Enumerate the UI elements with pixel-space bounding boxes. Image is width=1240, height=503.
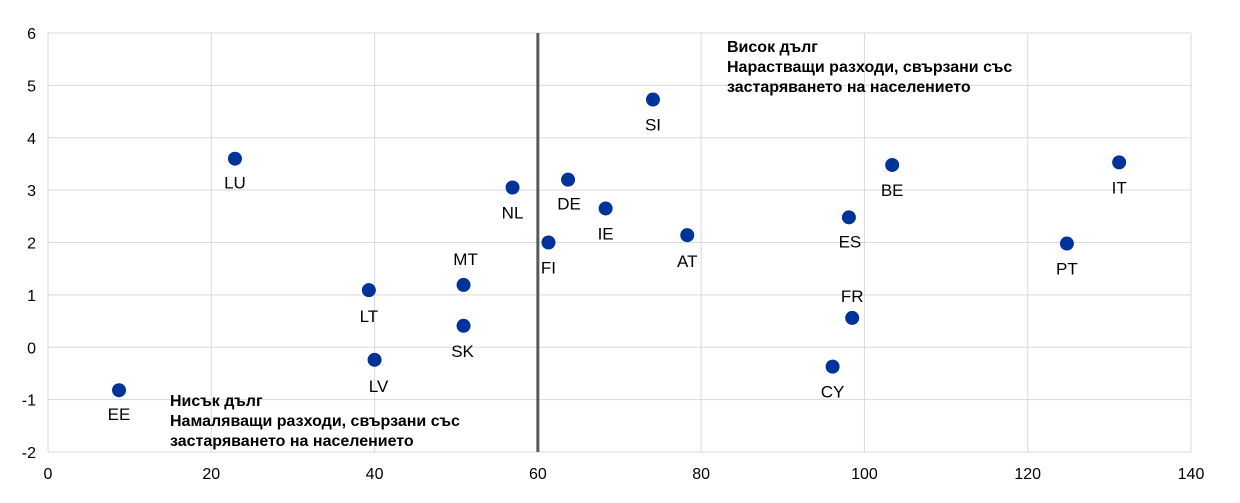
data-point-lv — [367, 352, 382, 367]
data-point-at — [680, 228, 695, 243]
point-label-sk: SK — [451, 342, 474, 361]
point-label-lu: LU — [224, 174, 246, 193]
point-label-lt: LT — [360, 307, 379, 326]
y-tick-label: 0 — [27, 340, 36, 357]
x-tick-label: 60 — [529, 466, 547, 483]
point-label-si: SI — [645, 116, 661, 135]
point-label-cy: CY — [821, 383, 845, 402]
annotation-low-line1: Намаляващи разходи, свързани със — [170, 413, 460, 430]
data-point-cy — [825, 359, 840, 374]
y-tick-label: 6 — [27, 26, 36, 43]
x-tick-label: 100 — [851, 466, 878, 483]
x-tick-label: 140 — [1178, 466, 1205, 483]
annotation-high-line1: Нарастващи разходи, свързани със — [727, 59, 1012, 76]
data-point-fr — [845, 310, 860, 325]
point-label-mt: MT — [453, 250, 478, 269]
x-tick-label: 40 — [366, 466, 384, 483]
y-tick-label: 3 — [27, 183, 36, 200]
point-label-at: AT — [677, 252, 697, 271]
point-label-it: IT — [1112, 178, 1127, 197]
data-point-pt — [1059, 236, 1074, 251]
annotation-high-title: Висок дълг — [727, 39, 818, 56]
point-label-ie: IE — [598, 224, 614, 243]
y-tick-label: 5 — [27, 78, 36, 95]
data-points — [112, 92, 1127, 398]
data-point-mt — [456, 277, 471, 292]
data-point-es — [841, 210, 856, 225]
point-label-ee: EE — [108, 405, 131, 424]
data-point-ee — [112, 383, 127, 398]
point-label-pt: PT — [1056, 260, 1078, 279]
y-tick-label: -2 — [22, 445, 36, 462]
x-axis-ticks: 0 20 40 60 80 100 120 140 — [44, 466, 1205, 483]
data-point-fi — [541, 235, 556, 250]
y-axis-ticks: -2 -1 0 1 2 3 4 5 6 — [22, 26, 36, 462]
x-tick-label: 0 — [44, 466, 53, 483]
x-tick-label: 120 — [1014, 466, 1041, 483]
data-point-si — [645, 92, 660, 107]
point-label-fr: FR — [841, 287, 864, 306]
point-label-lv: LV — [369, 377, 389, 396]
y-tick-label: 4 — [27, 131, 36, 148]
data-point-nl — [505, 180, 520, 195]
point-label-fi: FI — [541, 259, 556, 278]
data-point-sk — [456, 318, 471, 333]
annotation-high-line2: застаряването на населението — [727, 79, 971, 96]
y-tick-label: 2 — [27, 236, 36, 253]
data-point-lt — [361, 283, 376, 298]
grid-lines — [47, 32, 1192, 453]
data-point-it — [1112, 155, 1127, 170]
annotation-low-line2: застаряването на населението — [170, 433, 414, 450]
point-label-nl: NL — [502, 204, 524, 223]
x-tick-label: 20 — [202, 466, 220, 483]
point-labels: EE LU LT LV MT SK NL FI DE IE SI AT CY ES FR BE PT IT — [108, 116, 1127, 425]
point-label-de: DE — [557, 195, 581, 214]
data-point-ie — [598, 201, 613, 216]
point-label-es: ES — [839, 232, 862, 251]
data-point-de — [561, 172, 576, 187]
annotation-low-title: Нисък дълг — [170, 393, 263, 410]
point-label-be: BE — [881, 181, 904, 200]
data-point-lu — [227, 151, 242, 166]
y-tick-label: -1 — [22, 393, 36, 410]
y-tick-label: 1 — [27, 288, 36, 305]
data-point-be — [885, 157, 900, 172]
x-tick-label: 80 — [692, 466, 710, 483]
